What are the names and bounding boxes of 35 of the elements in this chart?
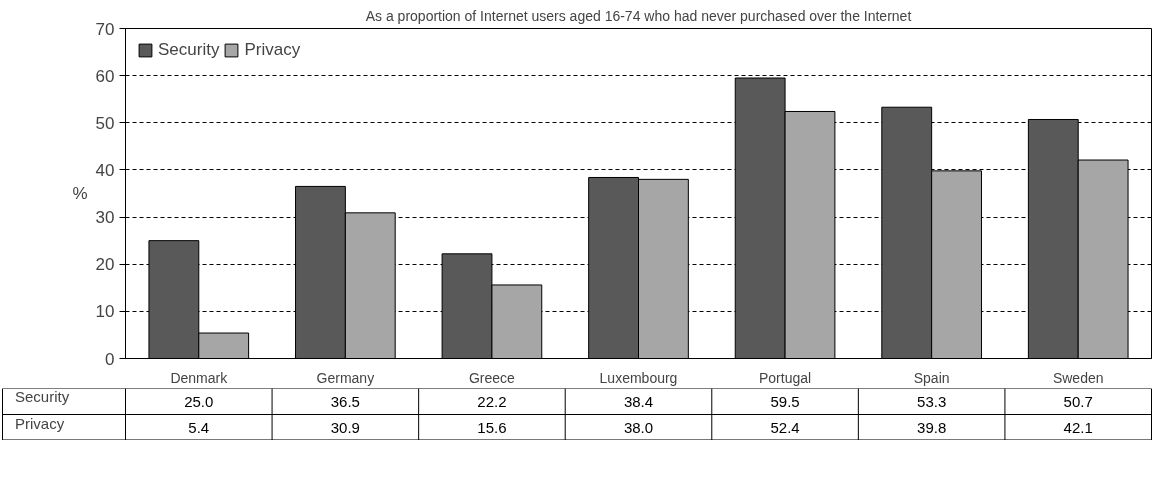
text: Privacy — [15, 415, 65, 432]
data-label: 15.6 — [477, 418, 507, 436]
data-label: 30.9 — [330, 418, 360, 436]
y-tick-label: 50 — [95, 113, 115, 133]
x-tick-label: Greece — [468, 369, 516, 386]
data-label: 39.8 — [917, 418, 947, 436]
text: Security — [15, 388, 70, 405]
data-label: 59.5 — [770, 392, 800, 410]
data-label: 22.2 — [477, 392, 507, 410]
legend-label: Security — [158, 40, 220, 60]
y-tick-label: 60 — [95, 66, 115, 86]
y-tick-label: 40 — [95, 160, 115, 180]
x-tick-label: Germany — [316, 369, 375, 386]
y-tick-label: 70 — [95, 19, 115, 39]
x-tick-label: Portugal — [759, 369, 812, 386]
data-label: 53.3 — [917, 392, 947, 410]
chart-title: As a proportion of Internet users aged 16-74 who had never purchased over the Internet — [365, 7, 912, 24]
y-tick-label: 10 — [95, 302, 115, 322]
y-axis-title: % — [72, 184, 88, 203]
data-label: 38.0 — [623, 418, 654, 436]
x-tick-label: Luxembourg — [599, 369, 678, 386]
x-tick-label: Spain — [913, 369, 950, 386]
data-label: 50.7 — [1063, 392, 1093, 410]
x-tick-label: Sweden — [1052, 369, 1104, 386]
data-label: 5.4 — [188, 418, 210, 436]
data-label: 42.1 — [1063, 418, 1093, 436]
data-label: 25.0 — [184, 392, 214, 410]
data-label: 36.5 — [330, 392, 360, 410]
data-label: 38.4 — [623, 392, 654, 410]
y-tick-label: 30 — [95, 208, 115, 228]
y-tick-label: 0 — [105, 349, 115, 369]
data-label: 52.4 — [770, 418, 800, 436]
y-tick-label: 20 — [95, 255, 115, 275]
x-tick-label: Denmark — [170, 369, 229, 386]
legend-label: Privacy — [244, 40, 301, 60]
